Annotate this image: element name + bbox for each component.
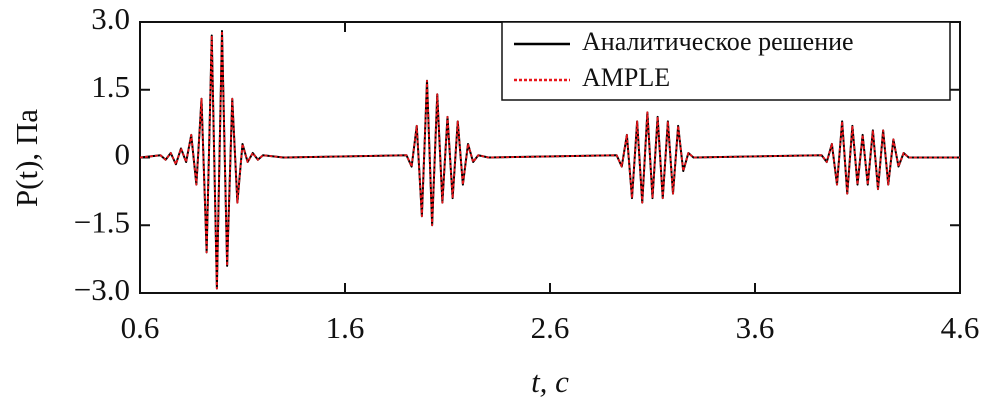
x-tick-label: 4.6 (941, 310, 980, 345)
y-axis-label: P(t), Па (9, 109, 44, 207)
legend-label: Аналитическое решение (582, 27, 854, 56)
x-tick-label: 0.6 (121, 310, 160, 345)
y-tick-label: −1.5 (74, 204, 130, 239)
legend-label: AMPLE (582, 63, 670, 92)
legend-box (501, 21, 951, 101)
y-tick-label: 0 (115, 137, 131, 172)
x-tick-label: 3.6 (736, 310, 775, 345)
y-tick-label: 3.0 (91, 1, 130, 36)
x-tick-label: 2.6 (531, 310, 570, 345)
y-tick-label: 1.5 (91, 69, 130, 104)
data-line (139, 30, 960, 290)
y-tick-label: −3.0 (74, 272, 130, 307)
x-axis-label: t, c (531, 364, 569, 399)
x-tick-label: 1.6 (326, 310, 365, 345)
